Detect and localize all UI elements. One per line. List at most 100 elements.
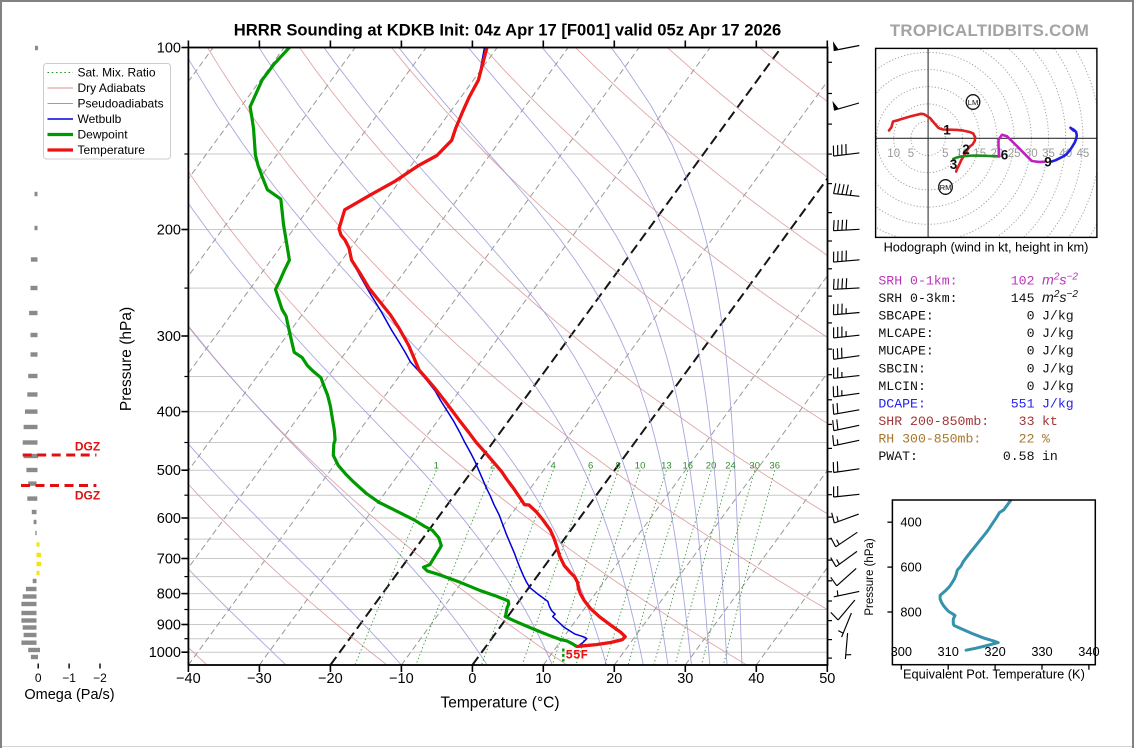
svg-text:RH 300-850mb:: RH 300-850mb: <box>878 432 981 447</box>
svg-text:RM: RM <box>940 183 952 192</box>
svg-text:kt: kt <box>1042 414 1058 429</box>
svg-text:SRH 0-1km:: SRH 0-1km: <box>878 274 957 289</box>
svg-text:DGZ: DGZ <box>75 440 100 454</box>
svg-text:340: 340 <box>1078 644 1099 659</box>
svg-text:1: 1 <box>943 123 951 138</box>
svg-text:102: 102 <box>1011 274 1035 289</box>
svg-text:20: 20 <box>606 671 622 687</box>
svg-text:1000: 1000 <box>149 645 181 661</box>
svg-text:MUCAPE:: MUCAPE: <box>878 344 933 359</box>
svg-text:DGZ: DGZ <box>75 489 100 503</box>
svg-text:4: 4 <box>551 461 556 472</box>
svg-text:300: 300 <box>157 329 181 345</box>
svg-text:100: 100 <box>157 41 181 57</box>
svg-text:3: 3 <box>950 157 958 172</box>
svg-text:6: 6 <box>588 461 593 472</box>
svg-text:200: 200 <box>157 223 181 239</box>
svg-text:13: 13 <box>661 461 672 472</box>
svg-text:Pressure (hPa): Pressure (hPa) <box>864 538 876 616</box>
svg-text:300: 300 <box>891 644 912 659</box>
svg-text:Equivalent Pot. Temperature (K: Equivalent Pot. Temperature (K) <box>903 667 1085 682</box>
svg-text:J/kg: J/kg <box>1042 361 1074 376</box>
svg-text:800: 800 <box>157 587 181 603</box>
svg-text:25: 25 <box>1008 148 1021 160</box>
svg-text:−30: −30 <box>247 671 272 687</box>
svg-text:33: 33 <box>1019 414 1035 429</box>
svg-text:36: 36 <box>769 461 780 472</box>
svg-text:2: 2 <box>490 461 495 472</box>
svg-text:50: 50 <box>819 671 835 687</box>
svg-text:0: 0 <box>1027 379 1035 394</box>
svg-text:0.58: 0.58 <box>1003 449 1035 464</box>
svg-text:0: 0 <box>1027 344 1035 359</box>
svg-text:SBCAPE:: SBCAPE: <box>878 309 933 324</box>
svg-text:SHR 200-850mb:: SHR 200-850mb: <box>878 414 989 429</box>
svg-text:−10: −10 <box>389 671 414 687</box>
svg-text:J/kg: J/kg <box>1042 379 1074 394</box>
svg-text:Pseudoadiabats: Pseudoadiabats <box>78 97 164 111</box>
svg-text:800: 800 <box>900 605 921 620</box>
svg-text:30: 30 <box>1025 148 1038 160</box>
svg-text:551: 551 <box>1011 396 1035 411</box>
svg-text:%: % <box>1042 432 1050 447</box>
svg-text:900: 900 <box>157 618 181 634</box>
svg-text:TROPICALTIDBITS.COM: TROPICALTIDBITS.COM <box>890 21 1089 40</box>
svg-text:Temperature (°C): Temperature (°C) <box>440 695 559 712</box>
svg-text:5: 5 <box>908 148 914 160</box>
svg-text:8: 8 <box>616 461 621 472</box>
svg-text:30: 30 <box>677 671 693 687</box>
svg-text:−2: −2 <box>93 671 107 685</box>
svg-text:in: in <box>1042 449 1058 464</box>
svg-text:1: 1 <box>434 461 439 472</box>
svg-text:m2s−2: m2s−2 <box>1042 289 1078 306</box>
svg-text:0: 0 <box>1027 361 1035 376</box>
svg-text:LM: LM <box>968 98 979 107</box>
svg-text:m2s−2: m2s−2 <box>1042 272 1078 289</box>
svg-text:J/kg: J/kg <box>1042 396 1074 411</box>
svg-text:J/kg: J/kg <box>1042 309 1074 324</box>
svg-text:MLCIN:: MLCIN: <box>878 379 925 394</box>
svg-text:310: 310 <box>938 644 959 659</box>
svg-text:320: 320 <box>984 644 1005 659</box>
svg-text:15: 15 <box>973 148 986 160</box>
svg-text:J/kg: J/kg <box>1042 344 1074 359</box>
svg-text:145: 145 <box>1011 291 1035 306</box>
svg-text:600: 600 <box>157 511 181 527</box>
svg-text:700: 700 <box>157 552 181 568</box>
svg-text:Wetbulb: Wetbulb <box>78 112 122 126</box>
svg-text:55F: 55F <box>566 649 589 663</box>
svg-text:DCAPE:: DCAPE: <box>878 396 925 411</box>
svg-text:45: 45 <box>1077 148 1090 160</box>
svg-text:−1: −1 <box>62 671 76 685</box>
svg-text:SRH 0-3km:: SRH 0-3km: <box>878 291 957 306</box>
svg-text:10: 10 <box>535 671 551 687</box>
svg-text:Dry Adiabats: Dry Adiabats <box>78 81 146 95</box>
svg-text:24: 24 <box>725 461 736 472</box>
svg-text:PWAT:: PWAT: <box>878 449 918 464</box>
svg-text:Pressure (hPa): Pressure (hPa) <box>118 307 135 411</box>
svg-text:−20: −20 <box>318 671 343 687</box>
svg-text:J/kg: J/kg <box>1042 326 1074 341</box>
svg-text:Dewpoint: Dewpoint <box>78 128 129 142</box>
svg-text:22: 22 <box>1019 432 1035 447</box>
svg-text:Temperature: Temperature <box>78 143 146 157</box>
svg-text:MLCAPE:: MLCAPE: <box>878 326 933 341</box>
svg-text:Hodograph (wind in kt, height: Hodograph (wind in kt, height in km) <box>884 240 1089 255</box>
svg-text:10: 10 <box>887 148 900 160</box>
svg-text:0: 0 <box>468 671 476 687</box>
svg-text:35: 35 <box>1042 148 1055 160</box>
svg-text:9: 9 <box>1044 155 1052 170</box>
svg-text:−40: −40 <box>176 671 201 687</box>
svg-text:Omega (Pa/s): Omega (Pa/s) <box>24 687 114 703</box>
svg-text:16: 16 <box>683 461 694 472</box>
svg-text:0: 0 <box>1027 326 1035 341</box>
svg-text:600: 600 <box>900 560 921 575</box>
svg-text:400: 400 <box>900 515 921 530</box>
svg-text:30: 30 <box>749 461 760 472</box>
svg-text:0: 0 <box>35 671 42 685</box>
svg-text:330: 330 <box>1031 644 1052 659</box>
svg-text:5: 5 <box>942 148 948 160</box>
svg-text:500: 500 <box>157 463 181 479</box>
svg-text:SBCIN:: SBCIN: <box>878 361 925 376</box>
svg-text:400: 400 <box>157 405 181 421</box>
